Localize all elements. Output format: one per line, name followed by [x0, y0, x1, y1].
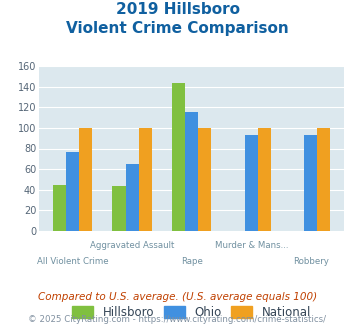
Bar [258, 128, 271, 231]
Bar [198, 128, 211, 231]
Text: 2019 Hillsboro: 2019 Hillsboro [115, 2, 240, 16]
Text: Aggravated Assault: Aggravated Assault [90, 241, 174, 250]
Bar [113, 185, 126, 231]
Bar [317, 128, 331, 231]
Text: All Violent Crime: All Violent Crime [37, 257, 108, 266]
Text: Murder & Mans...: Murder & Mans... [214, 241, 288, 250]
Text: Robbery: Robbery [293, 257, 329, 266]
Bar [172, 82, 185, 231]
Legend: Hillsboro, Ohio, National: Hillsboro, Ohio, National [72, 306, 311, 319]
Text: Violent Crime Comparison: Violent Crime Comparison [66, 21, 289, 36]
Text: Rape: Rape [181, 257, 203, 266]
Text: Compared to U.S. average. (U.S. average equals 100): Compared to U.S. average. (U.S. average … [38, 292, 317, 302]
Bar [66, 151, 79, 231]
Bar [245, 135, 258, 231]
Bar [139, 128, 152, 231]
Bar [53, 184, 66, 231]
Bar [185, 113, 198, 231]
Bar [304, 135, 317, 231]
Bar [126, 164, 139, 231]
Bar [79, 128, 92, 231]
Text: © 2025 CityRating.com - https://www.cityrating.com/crime-statistics/: © 2025 CityRating.com - https://www.city… [28, 315, 327, 324]
